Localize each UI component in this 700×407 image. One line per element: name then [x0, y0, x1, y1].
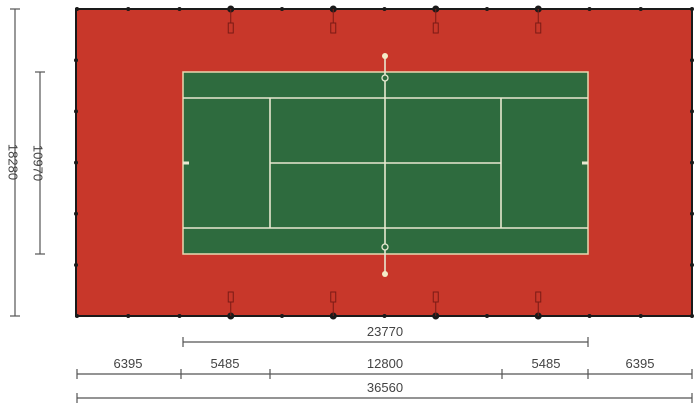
- fence-post: [382, 314, 387, 318]
- fence-post: [74, 160, 78, 165]
- fence-post: [485, 7, 489, 11]
- fence-post: [587, 7, 592, 11]
- fence-post: [75, 314, 79, 318]
- fence-post: [690, 7, 694, 11]
- fence-post: [485, 314, 489, 318]
- fence-post: [177, 7, 182, 11]
- fence-post: [74, 211, 78, 216]
- segment-label: 5485: [211, 356, 240, 371]
- fence-post: [280, 7, 284, 11]
- fence-post: [75, 7, 79, 11]
- segment-label: 6395: [114, 356, 143, 371]
- fence-post: [690, 314, 694, 318]
- segment-label: 12800: [367, 356, 403, 371]
- fence-post: [126, 7, 131, 11]
- net-post-bottom: [382, 271, 388, 277]
- singles-stick-bottom: [381, 243, 389, 251]
- fence-post: [177, 314, 182, 318]
- fence-post: [382, 7, 387, 11]
- post-marker: [227, 22, 234, 34]
- segment-label: 6395: [626, 356, 655, 371]
- net-post-top: [382, 53, 388, 59]
- fence-post: [690, 263, 694, 267]
- dimension-lines: [10, 8, 693, 403]
- segment-label: 5485: [532, 356, 561, 371]
- fence-post: [126, 314, 131, 318]
- total-width-label: 18280: [6, 144, 21, 180]
- fence: [74, 5, 694, 320]
- post-marker: [330, 22, 337, 34]
- fence-post: [690, 211, 694, 216]
- fence-post: [74, 109, 78, 114]
- fence-post: [638, 314, 643, 318]
- fence-post: [74, 263, 78, 267]
- fence-post: [74, 58, 78, 63]
- post-marker: [535, 22, 542, 34]
- post-marker: [432, 291, 439, 303]
- total-length-label: 36560: [367, 380, 403, 395]
- post-marker: [535, 291, 542, 303]
- court-lines: [183, 55, 588, 275]
- singles-stick-top: [381, 74, 389, 82]
- court-width-label: 10970: [31, 145, 46, 181]
- post-marker: [227, 291, 234, 303]
- fence-post: [280, 314, 284, 318]
- fence-post: [690, 109, 694, 114]
- fence-post: [587, 314, 592, 318]
- fence-post: [638, 7, 643, 11]
- post-marker: [330, 291, 337, 303]
- court-length-label: 23770: [367, 324, 403, 339]
- fence-post: [690, 58, 694, 63]
- post-marker: [432, 22, 439, 34]
- fence-post: [690, 160, 694, 165]
